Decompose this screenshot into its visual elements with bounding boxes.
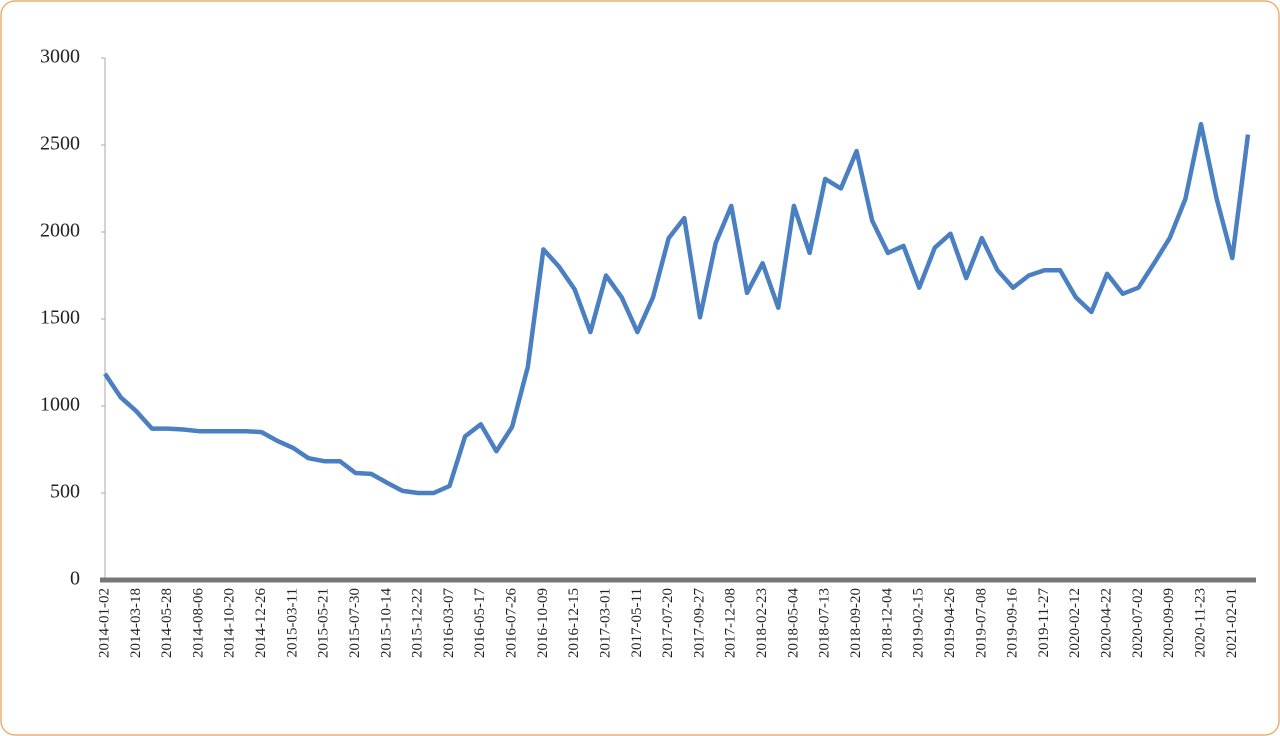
x-tick-label: 2014-08-06: [190, 588, 206, 658]
x-tick-label: 2017-03-01: [597, 588, 613, 658]
x-tick-label: 2019-04-26: [942, 588, 958, 658]
x-tick-label: 2020-11-23: [1192, 588, 1208, 657]
y-tick-label: 2000: [40, 220, 80, 242]
x-tick-label: 2016-05-17: [472, 588, 488, 658]
x-tick-label: 2017-05-11: [629, 588, 645, 657]
y-tick-label: 500: [50, 481, 80, 503]
x-tick-label: 2014-10-20: [222, 588, 238, 658]
x-tick-label: 2019-09-16: [1005, 588, 1021, 658]
y-tick-label: 2500: [40, 133, 80, 155]
x-tick-label: 2015-03-11: [284, 588, 300, 657]
x-tick-label: 2019-11-27: [1036, 588, 1052, 658]
x-tick-label: 2014-05-28: [159, 588, 175, 658]
y-tick-label: 1500: [40, 307, 80, 329]
x-tick-label: 2017-12-08: [723, 588, 739, 658]
y-tick-label: 3000: [40, 46, 80, 68]
x-tick-label: 2021-02-01: [1224, 588, 1240, 658]
x-tick-label: 2018-02-23: [754, 588, 770, 658]
x-tick-label: 2018-12-04: [879, 588, 895, 658]
x-tick-label: 2015-12-22: [410, 588, 426, 658]
x-tick-label: 2016-12-15: [566, 588, 582, 658]
x-tick-label: 2020-07-02: [1130, 588, 1146, 658]
x-tick-label: 2014-01-02: [96, 588, 112, 658]
x-tick-label: 2014-03-18: [128, 588, 144, 658]
x-tick-label: 2016-07-26: [504, 588, 520, 658]
x-tick-label: 2020-02-12: [1067, 588, 1083, 658]
x-tick-label: 2017-09-27: [691, 588, 707, 658]
x-tick-label: 2020-09-09: [1161, 588, 1177, 658]
x-tick-label: 2018-09-20: [848, 588, 864, 658]
x-tick-label: 2015-05-21: [316, 588, 332, 658]
x-tick-label: 2019-07-08: [973, 588, 989, 658]
x-tick-label: 2017-07-20: [660, 588, 676, 658]
line: [103, 121, 1251, 496]
y-tick-label: 1000: [40, 394, 80, 416]
y-tick-label: 0: [70, 568, 80, 590]
x-tick-label: 2016-03-07: [441, 588, 457, 658]
x-tick-label: 2018-05-04: [785, 588, 801, 658]
x-tick-label: 2015-10-14: [378, 588, 394, 658]
x-tick-label: 2020-04-22: [1099, 588, 1115, 658]
x-tick-label: 2014-12-26: [253, 588, 269, 658]
x-tick-label: 2018-07-13: [817, 588, 833, 658]
x-tick-label: 2015-07-30: [347, 588, 363, 658]
x-tick-label: 2019-02-15: [911, 588, 927, 658]
x-tick-label: 2016-10-09: [535, 588, 551, 658]
